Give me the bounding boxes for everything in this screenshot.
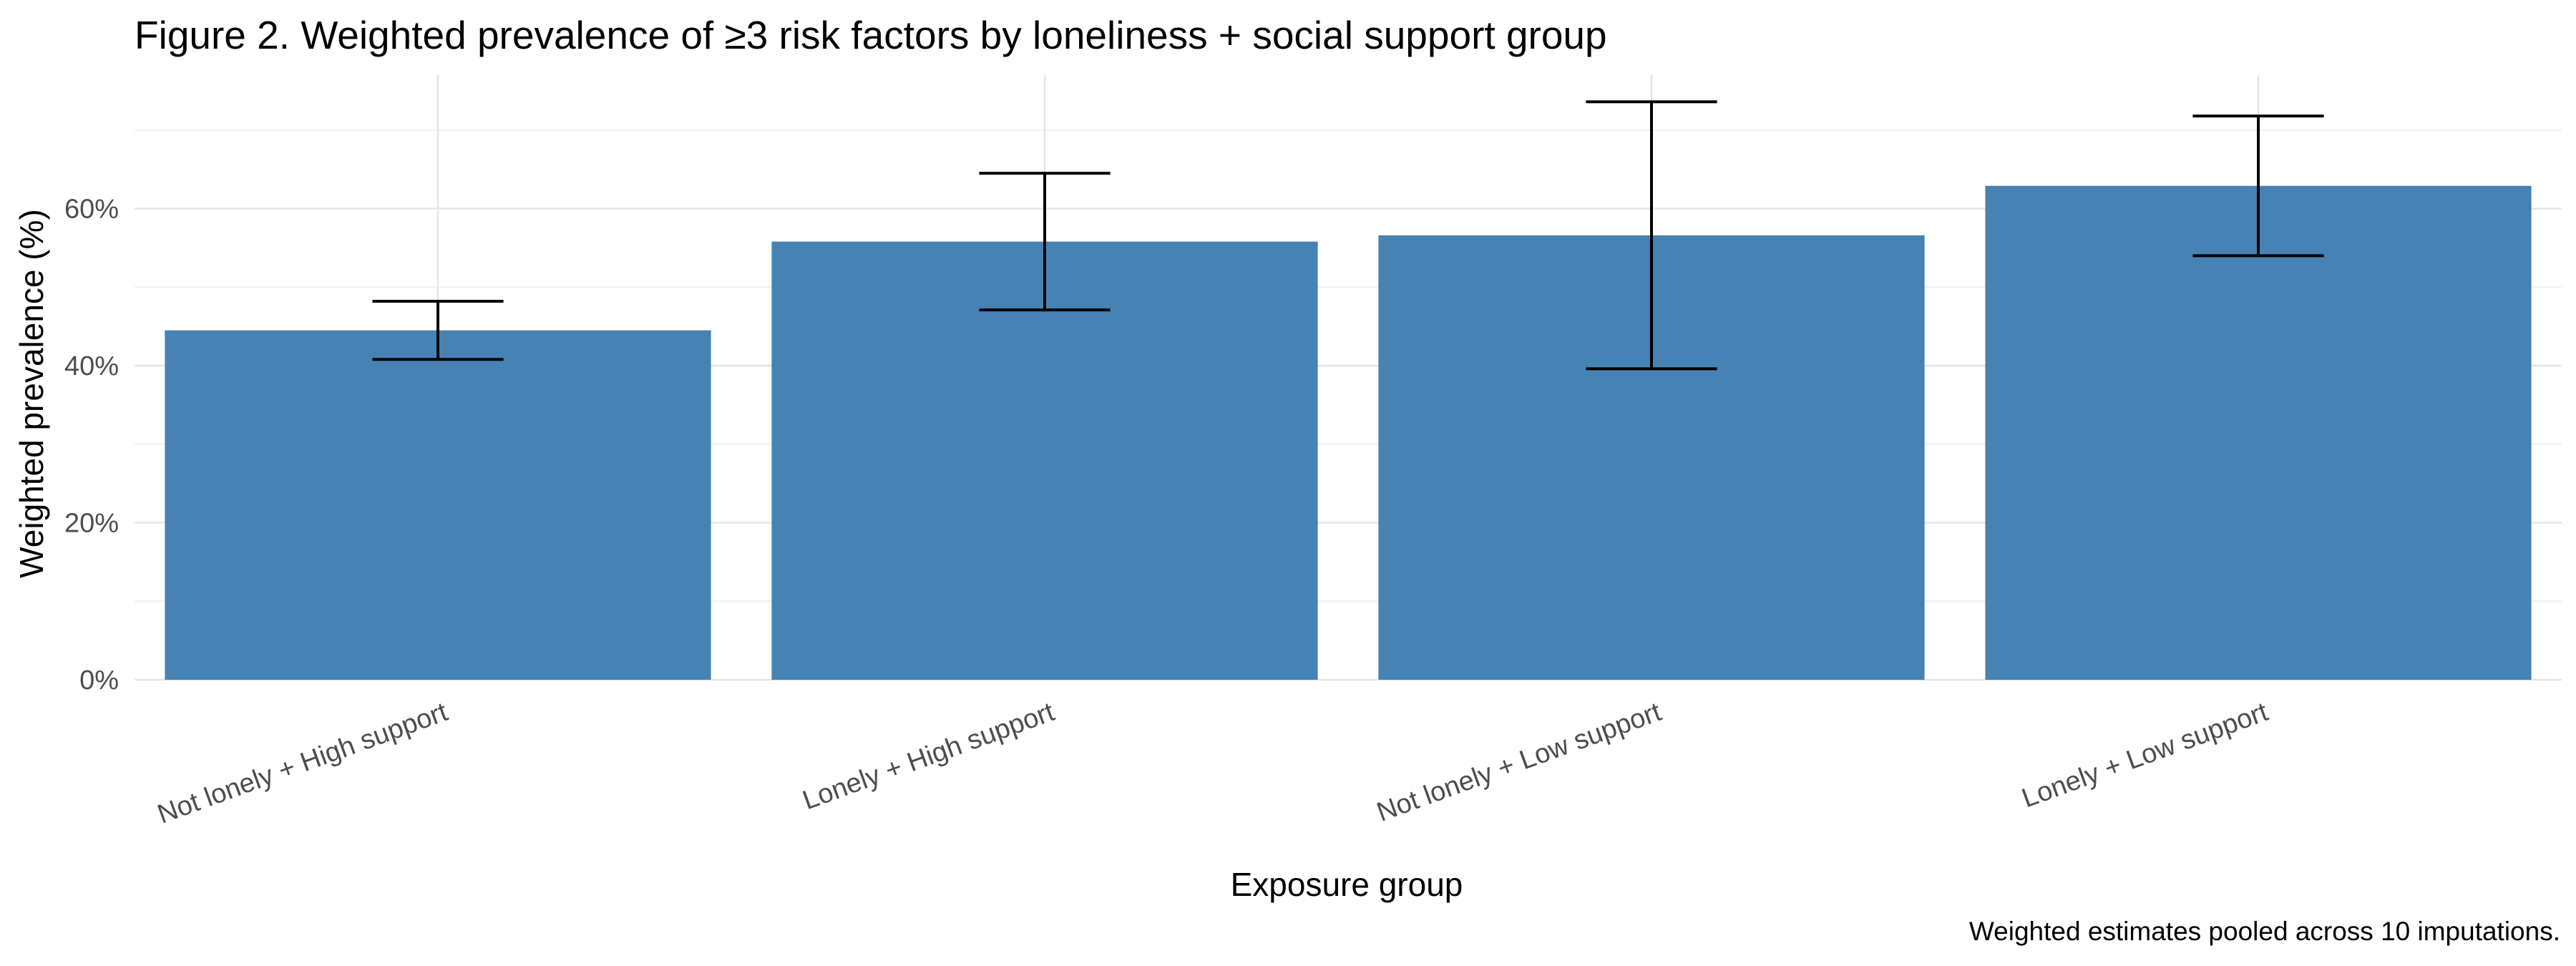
error-bar xyxy=(979,172,1111,312)
x-tick-label: Not lonely + Low support xyxy=(1373,697,1666,828)
bars xyxy=(165,185,2532,680)
error-bars xyxy=(372,100,2324,371)
y-tick-label: 20% xyxy=(64,509,119,539)
bar xyxy=(165,330,711,680)
x-tick-label: Lonely + High support xyxy=(799,697,1058,816)
x-axis-title: Exposure group xyxy=(1231,866,1463,903)
y-tick-label: 40% xyxy=(64,351,119,381)
y-tick-label: 0% xyxy=(79,665,119,696)
error-bar xyxy=(2192,114,2324,258)
x-tick-label: Lonely + Low support xyxy=(2018,697,2272,814)
error-bar xyxy=(372,300,504,361)
bar xyxy=(1985,185,2532,680)
bar xyxy=(771,241,1318,680)
error-bar xyxy=(1586,100,1717,371)
y-axis-ticks: 0% 20% 40% 60% xyxy=(64,195,119,696)
x-axis-ticks: Not lonely + High support Lonely + High s… xyxy=(154,697,2273,830)
chart-title: Figure 2. Weighted prevalence of ≥3 risk… xyxy=(135,13,1607,57)
x-tick-label: Not lonely + High support xyxy=(154,697,452,830)
y-tick-label: 60% xyxy=(64,195,119,225)
y-axis-title: Weighted prevalence (%) xyxy=(13,209,50,578)
chart-caption: Weighted estimates pooled across 10 impu… xyxy=(1969,917,2560,946)
